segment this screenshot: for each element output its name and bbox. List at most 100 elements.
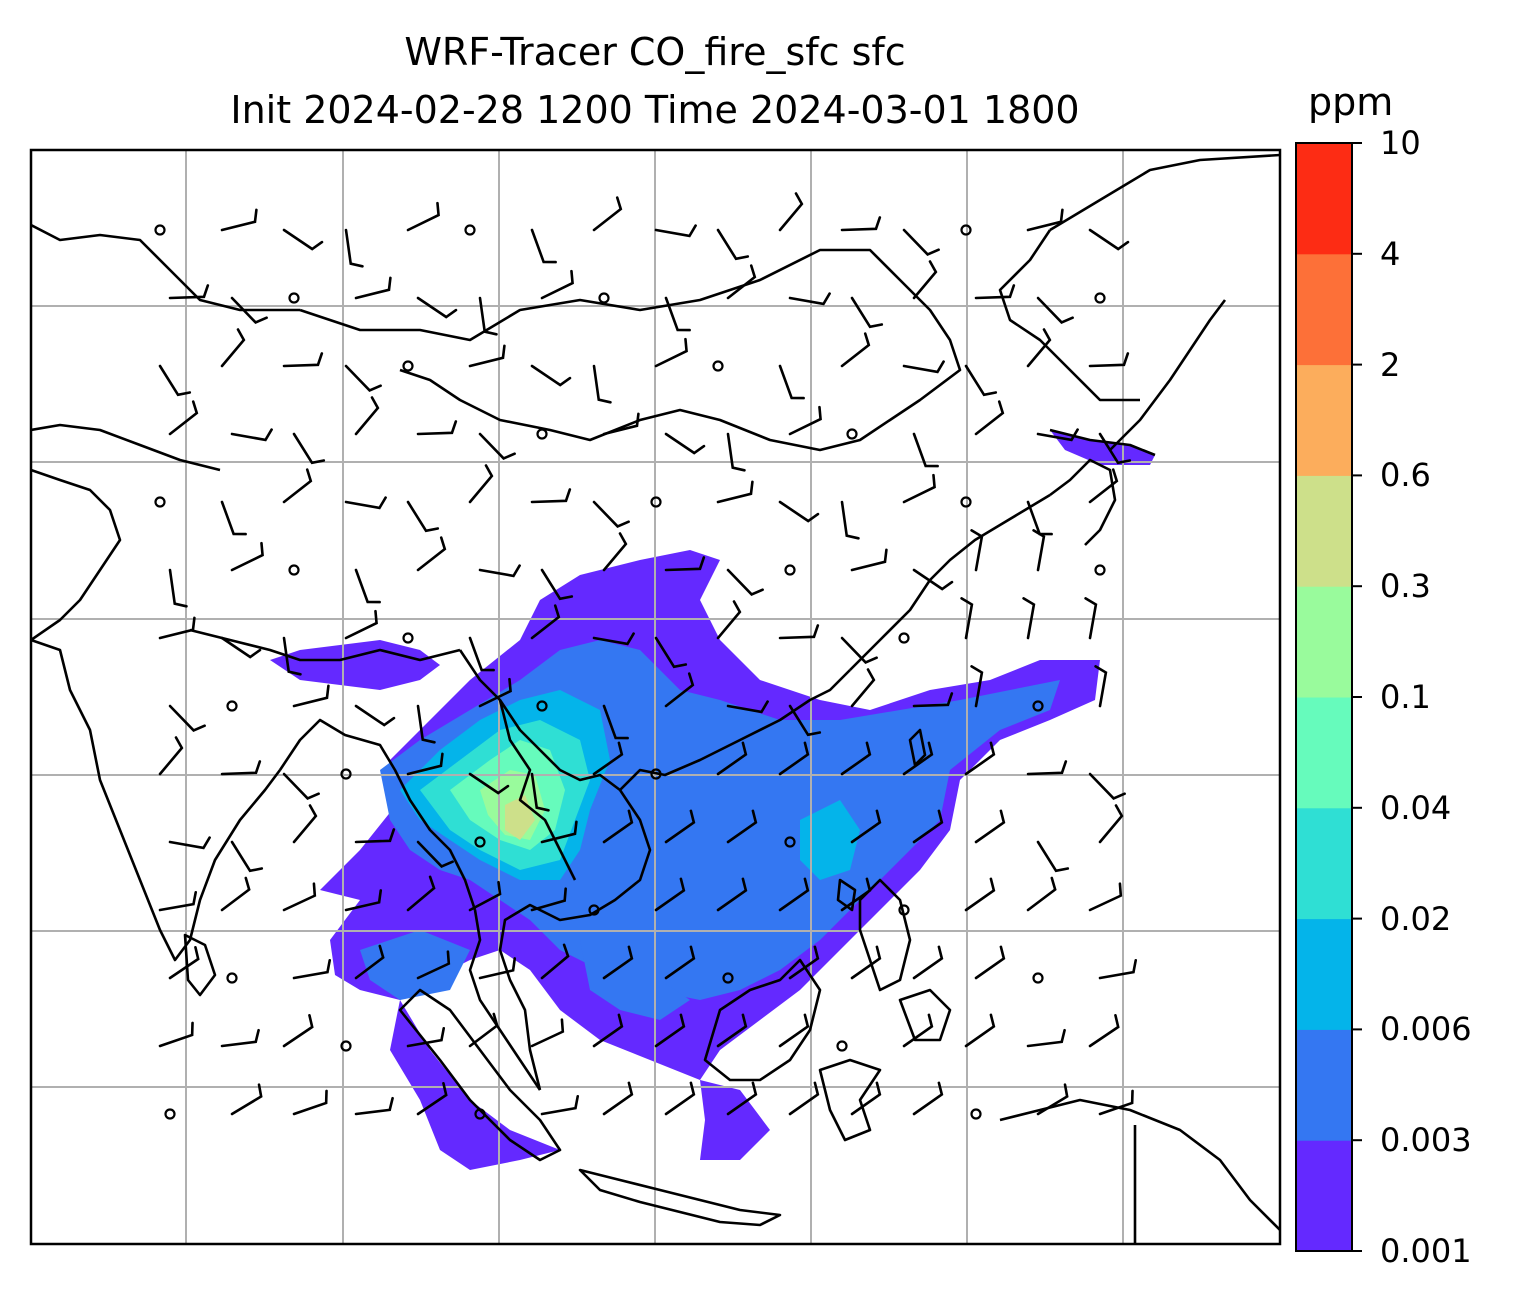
wind-barb xyxy=(468,344,506,368)
wind-barb-calm xyxy=(960,224,972,236)
wind-barb-calm xyxy=(288,292,300,304)
wind-barb xyxy=(406,752,444,776)
wind-barb xyxy=(168,284,210,300)
colorbar-tick-label: 0.1 xyxy=(1380,678,1431,716)
wind-barb xyxy=(230,1083,263,1116)
colorbar-segment xyxy=(1296,697,1352,809)
wind-barb xyxy=(1022,597,1036,640)
wind-barb xyxy=(902,360,945,374)
wind-barb xyxy=(912,568,954,591)
wind-barb xyxy=(292,1089,328,1116)
wind-barb xyxy=(230,296,268,325)
wind-barb xyxy=(592,196,623,232)
wind-barb-calm xyxy=(588,904,600,916)
wind-barb xyxy=(530,887,567,912)
wind-barb xyxy=(354,704,396,727)
wind-barb xyxy=(530,604,561,640)
wind-barb xyxy=(168,400,199,436)
wind-barb xyxy=(468,880,502,912)
wind-barb xyxy=(220,636,262,659)
colorbar xyxy=(1295,142,1362,1252)
wind-barb xyxy=(1084,597,1098,640)
co-plume-contour xyxy=(270,640,440,690)
wind-barb xyxy=(1036,840,1070,873)
wind-barb xyxy=(664,945,696,980)
wind-barb-calm xyxy=(226,700,238,712)
wind-barb xyxy=(974,400,1005,436)
wind-barb xyxy=(530,488,572,504)
wind-barb xyxy=(1036,428,1079,442)
chart-subtitle: Init 2024-02-28 1200 Time 2024-03-01 180… xyxy=(230,88,1080,132)
wind-barb xyxy=(344,496,387,510)
wind-barb xyxy=(726,700,769,714)
wind-barb xyxy=(354,828,396,844)
wind-barb xyxy=(220,328,246,368)
wind-barb-calm xyxy=(722,972,734,984)
wind-barb xyxy=(716,228,750,261)
wind-barb xyxy=(158,364,192,397)
coastlines xyxy=(31,153,1280,1244)
wind-barb xyxy=(1026,328,1052,368)
wind-barb xyxy=(974,945,1006,980)
colorbar-tick-label: 10 xyxy=(1380,124,1421,162)
wind-barb xyxy=(1088,228,1130,251)
colorbar-unit-label: ppm xyxy=(1308,80,1394,124)
wind-barb-calm xyxy=(474,1108,486,1120)
wind-barb-calm xyxy=(154,496,166,508)
wind-barb xyxy=(1036,1083,1069,1116)
wind-barb xyxy=(716,1013,748,1048)
wind-barb xyxy=(778,192,804,232)
wind-barb xyxy=(840,500,860,540)
wind-barb xyxy=(788,292,831,306)
wind-barb xyxy=(416,950,451,980)
wind-barb-calm xyxy=(340,768,352,780)
wind-barb xyxy=(726,432,746,472)
wind-barb xyxy=(960,597,974,640)
wind-barb xyxy=(282,1014,314,1048)
wind-barb xyxy=(468,464,494,504)
wind-barb xyxy=(220,500,247,536)
wind-barb-calm xyxy=(898,632,910,644)
wind-barb xyxy=(220,208,258,232)
wind-barb xyxy=(158,616,196,640)
wind-barb xyxy=(788,1081,820,1116)
wind-barb xyxy=(726,568,764,597)
wind-barb xyxy=(974,284,1016,300)
wind-barb xyxy=(970,665,984,708)
wind-barb xyxy=(1098,1089,1134,1116)
wind-barb xyxy=(902,473,936,504)
wind-barb xyxy=(230,541,264,572)
colorbar-tick-label: 0.001 xyxy=(1380,1232,1472,1270)
wind-barb-layer xyxy=(154,192,1138,1120)
wind-barb xyxy=(654,1013,686,1048)
colorbar-segment xyxy=(1296,1140,1352,1252)
wind-barb xyxy=(354,944,385,980)
wind-barb xyxy=(964,877,996,912)
wind-barb-calm xyxy=(154,224,166,236)
wind-barb xyxy=(654,224,697,238)
wind-barb xyxy=(540,568,574,601)
wind-barb xyxy=(602,704,629,740)
wind-barb xyxy=(354,568,381,604)
wind-barb xyxy=(416,536,447,572)
wind-barb xyxy=(592,1013,624,1048)
wind-barb xyxy=(344,609,378,640)
wind-barb xyxy=(282,468,313,504)
wind-barb xyxy=(468,636,495,672)
colorbar-segment xyxy=(1296,918,1352,1030)
wind-barb xyxy=(478,677,512,708)
wind-barb xyxy=(592,632,635,646)
wind-barb xyxy=(788,704,822,737)
wind-barb xyxy=(478,564,521,578)
wind-barb-calm xyxy=(960,496,972,508)
wind-barb xyxy=(664,556,706,572)
wind-barb xyxy=(158,891,198,912)
co-plume-contour xyxy=(700,1080,770,1160)
wind-barb xyxy=(778,624,820,640)
wind-barb xyxy=(344,364,382,393)
wind-barb xyxy=(912,1081,944,1116)
wind-barb-calm xyxy=(712,360,724,372)
colorbar-tick-label: 0.02 xyxy=(1380,899,1452,938)
wind-barb xyxy=(540,820,578,844)
colorbar-segment xyxy=(1296,475,1352,587)
